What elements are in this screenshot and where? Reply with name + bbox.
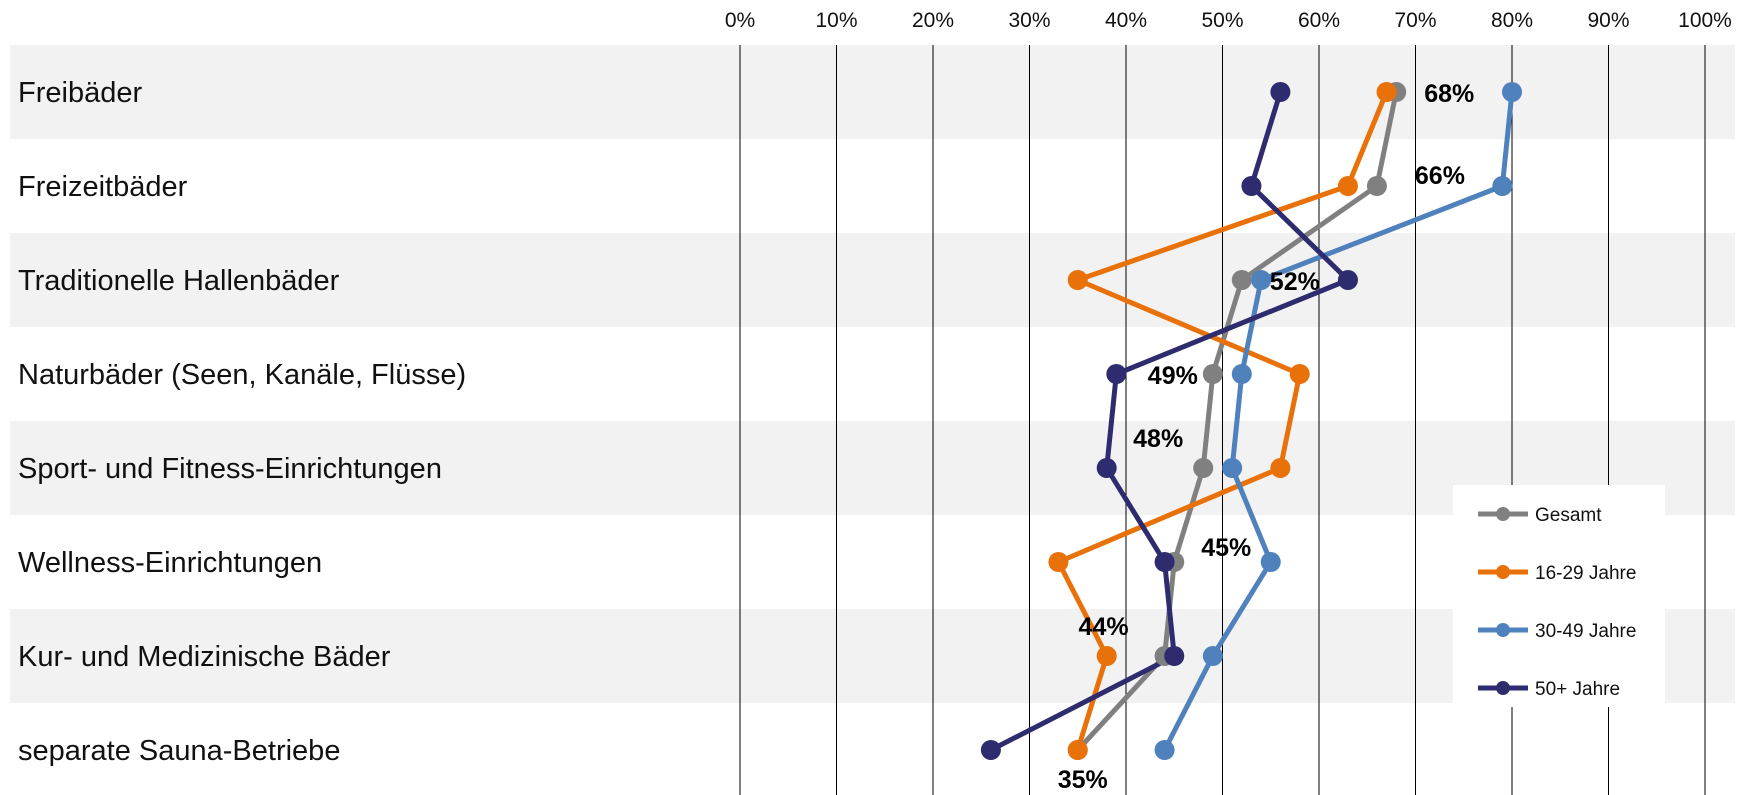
series-line <box>1055 89 1390 753</box>
data-label: 44% <box>1079 613 1129 641</box>
row-band <box>10 233 1735 327</box>
x-tick-label: 50% <box>1201 9 1243 32</box>
category-label: Naturbäder (Seen, Kanäle, Flüsse) <box>18 359 466 391</box>
data-point <box>1231 364 1252 384</box>
data-labels: 68% 66% 52% 49% 48% 45% 44% 35% <box>1058 80 1475 794</box>
data-point <box>1260 552 1281 572</box>
legend-label: 16-29 Jahre <box>1535 563 1636 584</box>
data-point <box>1270 82 1291 102</box>
legend-swatch-marker <box>1496 507 1510 521</box>
data-point <box>1067 740 1088 760</box>
data-point <box>1154 740 1175 760</box>
data-point <box>1202 646 1223 666</box>
data-label: 68% <box>1424 80 1474 108</box>
series-points <box>980 82 1522 760</box>
x-tick-label: 40% <box>1105 9 1147 32</box>
data-point <box>1222 458 1243 478</box>
data-point <box>1337 270 1358 290</box>
x-tick-label: 90% <box>1587 9 1629 32</box>
category-label: Wellness-Einrichtungen <box>18 547 322 579</box>
data-point <box>1502 82 1522 102</box>
category-label: Freizeitbäder <box>18 171 188 203</box>
data-label: 49% <box>1148 362 1198 390</box>
data-point <box>1154 552 1175 572</box>
category-label: Freibäder <box>18 77 142 109</box>
data-point <box>1289 364 1310 384</box>
legend-swatch-marker <box>1496 623 1510 637</box>
legend-box <box>1453 485 1665 707</box>
legend-label: 30-49 Jahre <box>1535 621 1636 642</box>
row-band <box>10 421 1735 515</box>
legend-swatch-marker <box>1496 681 1510 695</box>
data-point <box>1492 176 1513 196</box>
data-point <box>1067 270 1088 290</box>
x-tick-labels: 0% 10% 20% 30% 40% 50% 60% 70% 80% 90% 100% <box>725 9 1732 32</box>
series-line <box>988 89 1351 753</box>
series-line <box>1075 89 1399 753</box>
row-band <box>10 609 1735 703</box>
series-line <box>1162 89 1515 753</box>
data-point <box>980 740 1001 760</box>
legend-label: 50+ Jahre <box>1535 679 1620 700</box>
category-label: Kur- und Medizinische Bäder <box>18 641 391 673</box>
data-point <box>1270 458 1291 478</box>
category-label: Sport- und Fitness-Einrichtungen <box>18 453 442 485</box>
data-label: 52% <box>1270 268 1320 296</box>
data-point <box>1376 82 1397 102</box>
data-point <box>1202 364 1223 384</box>
series-lines <box>988 89 1515 753</box>
data-point <box>1164 646 1185 666</box>
data-point <box>1193 458 1214 478</box>
data-point <box>1366 176 1387 196</box>
row-band <box>10 45 1735 139</box>
data-point <box>1251 270 1272 290</box>
data-label: 45% <box>1201 534 1251 562</box>
x-tick-label: 10% <box>815 9 857 32</box>
x-tick-label: 30% <box>1008 9 1050 32</box>
data-point <box>1241 176 1262 196</box>
x-tick-label: 20% <box>912 9 954 32</box>
row-bands <box>10 45 1735 703</box>
category-label: Traditionelle Hallenbäder <box>18 265 340 297</box>
data-point <box>1337 176 1358 196</box>
legend: Gesamt 16-29 Jahre 30-49 Jahre 50+ Jahre <box>1453 485 1665 707</box>
x-tick-label: 0% <box>725 9 755 32</box>
x-tick-label: 80% <box>1491 9 1533 32</box>
data-label: 66% <box>1415 162 1465 190</box>
data-label: 48% <box>1133 425 1183 453</box>
legend-label: Gesamt <box>1535 505 1602 526</box>
x-tick-label: 60% <box>1298 9 1340 32</box>
category-label: separate Sauna-Betriebe <box>18 735 340 767</box>
data-point <box>1048 552 1069 572</box>
legend-swatch-marker <box>1496 565 1510 579</box>
data-point <box>1096 646 1117 666</box>
data-point <box>1231 270 1252 290</box>
data-point <box>1096 458 1117 478</box>
data-point <box>1106 364 1127 384</box>
data-label: 35% <box>1058 766 1108 794</box>
category-labels: Freibäder Freizeitbäder Traditionelle Hall… <box>18 77 466 767</box>
x-tick-label: 100% <box>1678 9 1732 32</box>
x-tick-label: 70% <box>1394 9 1436 32</box>
